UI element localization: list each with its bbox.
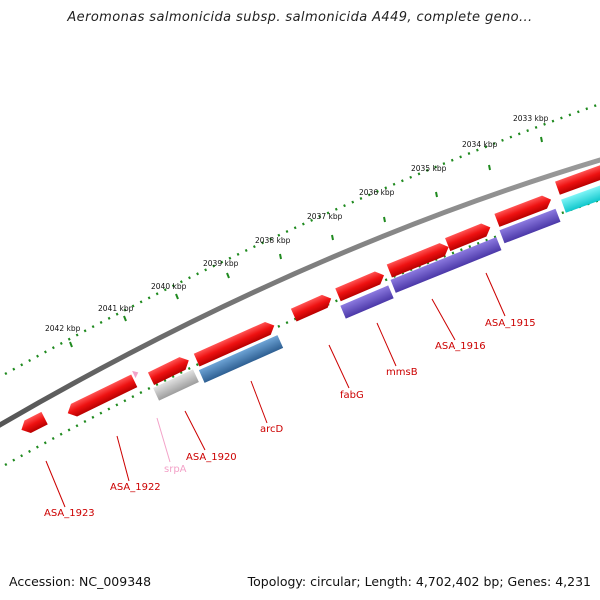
scale-label: 2036 kbp (359, 188, 395, 197)
gene-arrow (147, 357, 189, 386)
scale-label: 2040 kbp (151, 282, 187, 291)
gene-arrow (21, 411, 48, 433)
gene-arrow (445, 223, 491, 252)
gene-label: arcD (260, 424, 284, 435)
scale-label: 2037 kbp (307, 212, 343, 221)
genome-summary-text: Topology: circular; Length: 4,702,402 bp… (247, 574, 591, 589)
accession-text: Accession: NC_009348 (9, 574, 152, 589)
scale-label: 2041 kbp (98, 304, 134, 313)
genome-backbone (0, 157, 600, 428)
gene-label: ASA_1922 (110, 482, 161, 493)
feature-bar (390, 237, 502, 293)
gene-label: mmsB (386, 367, 418, 378)
gene-arrow (335, 271, 385, 302)
major-ticks (69, 136, 543, 348)
gene-arrow (132, 370, 139, 379)
gene-label: ASA_1916 (435, 341, 486, 352)
scale-label: 2038 kbp (255, 236, 291, 245)
scale-labels: 2033 kbp 2034 kbp 2035 kbp 2036 kbp 2037… (45, 114, 549, 333)
scale-label: 2035 kbp (411, 164, 447, 173)
gene-arrow (386, 243, 449, 278)
gene-labels: ASA_1915 ASA_1916 mmsB fabG arcD ASA_192… (44, 318, 536, 519)
scale-label: 2034 kbp (462, 140, 498, 149)
gene-label: srpA (164, 464, 187, 475)
label-leaders (45, 272, 506, 508)
feature-bar (340, 285, 394, 319)
gene-label: ASA_1923 (44, 508, 95, 519)
gene-label: fabG (340, 390, 364, 401)
gene-arrow (494, 195, 552, 227)
gene-arrow (290, 294, 332, 322)
gene-arrow (67, 374, 138, 417)
scale-label: 2039 kbp (203, 259, 239, 268)
gene-arrow (555, 164, 600, 195)
feature-bar (198, 335, 284, 383)
protein-features (153, 183, 600, 401)
gene-label: ASA_1920 (186, 452, 237, 463)
scale-label: 2033 kbp (513, 114, 549, 123)
gene-label: ASA_1915 (485, 318, 536, 329)
forward-strand-genes (132, 164, 600, 386)
gene-arrow (193, 321, 275, 367)
feature-bar (499, 208, 561, 244)
reverse-strand-genes (21, 374, 138, 433)
map-title: Aeromonas salmonicida subsp. salmonicida… (67, 10, 533, 25)
feature-bar (153, 369, 199, 401)
feature-bar (561, 183, 600, 213)
scale-label: 2042 kbp (45, 324, 81, 333)
